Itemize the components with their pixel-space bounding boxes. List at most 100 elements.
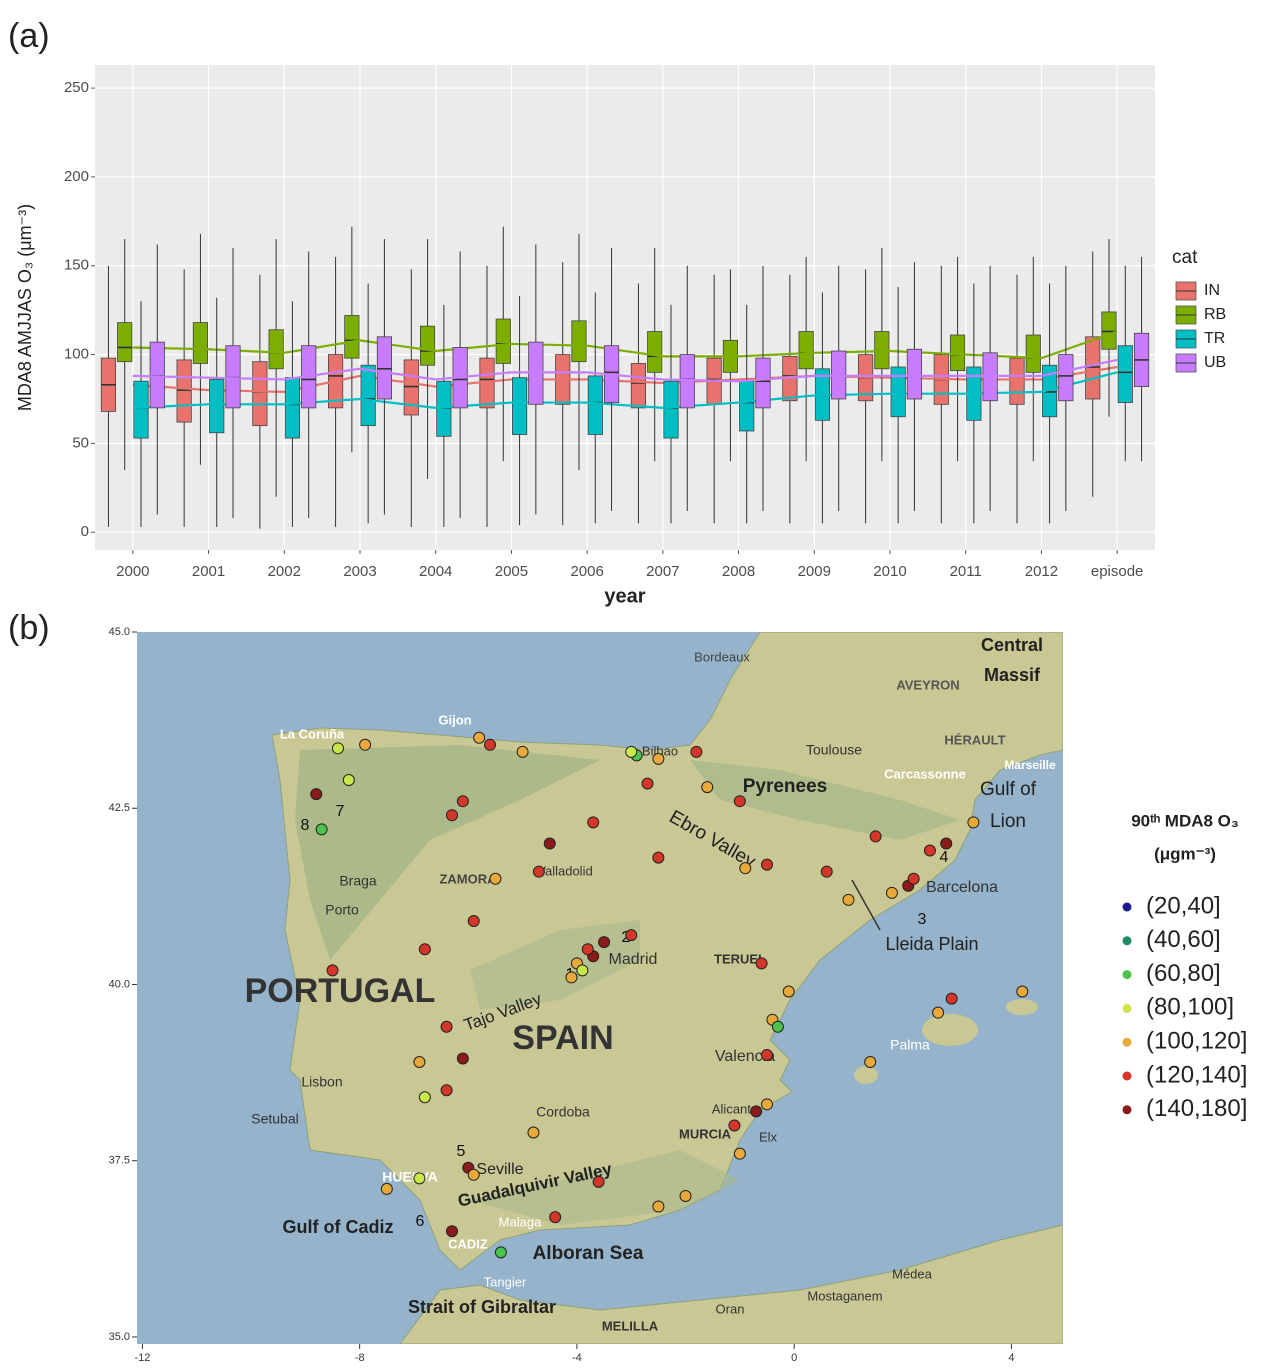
map-label: Cordoba: [536, 1104, 590, 1120]
map-label: 7: [336, 803, 345, 820]
station: [680, 1190, 691, 1201]
map-label: 4: [940, 849, 949, 866]
legend-subtitle: (μgm⁻³): [1154, 844, 1216, 863]
map-label: HUELVA: [382, 1169, 437, 1185]
map-label: PORTUGAL: [245, 972, 436, 1010]
map-label: Barcelona: [926, 879, 998, 896]
station: [762, 859, 773, 870]
map-label: Elx: [759, 1129, 778, 1144]
y-axis-title: MDA8 AMJJAS O₃ (μm⁻³): [15, 204, 35, 411]
map-label: SPAIN: [512, 1019, 613, 1057]
map-label: Seville: [476, 1161, 523, 1178]
station: [756, 958, 767, 969]
station: [1017, 986, 1028, 997]
map-label: MELILLA: [602, 1318, 659, 1333]
station: [642, 778, 653, 789]
station: [762, 1049, 773, 1060]
legend-label: (140,180]: [1146, 1095, 1247, 1122]
map-label: Carcassonne: [884, 766, 966, 781]
legend-label: UB: [1204, 354, 1226, 371]
station: [441, 1021, 452, 1032]
y-tick-label: 250: [64, 79, 89, 96]
box: [1102, 312, 1116, 349]
box: [907, 349, 921, 399]
station: [740, 863, 751, 874]
y-tick-label: 150: [64, 257, 89, 274]
station: [517, 746, 528, 757]
box: [1086, 337, 1100, 399]
box: [1059, 355, 1073, 401]
legend-label: TR: [1204, 330, 1225, 347]
station: [599, 937, 610, 948]
panel-label: (a): [8, 17, 50, 55]
station: [729, 1120, 740, 1131]
station: [495, 1247, 506, 1258]
box: [1026, 335, 1040, 372]
x-tick-label: 2004: [419, 563, 452, 580]
station: [908, 873, 919, 884]
legend-title: 90ᵗʰ MDA8 O₃: [1131, 811, 1239, 830]
x-axis-title: year: [604, 585, 645, 607]
y-tick-label: 35.0: [109, 1331, 130, 1343]
station: [751, 1106, 762, 1117]
y-tick-label: 0: [81, 523, 89, 540]
station: [843, 894, 854, 905]
box: [134, 381, 148, 438]
legend-label: (60,80]: [1146, 960, 1221, 987]
station: [946, 993, 957, 1004]
station: [360, 739, 371, 750]
island: [1006, 999, 1038, 1015]
y-tick-label: 45.0: [109, 626, 130, 638]
station: [924, 845, 935, 856]
map-label: Malaga: [499, 1214, 542, 1229]
x-tick-label: 2001: [192, 563, 225, 580]
map-label: Massif: [984, 665, 1041, 685]
box: [740, 381, 754, 431]
map-label: Toulouse: [806, 742, 862, 758]
map-label: Gijon: [438, 712, 471, 727]
x-tick-label: 2007: [646, 563, 679, 580]
station: [474, 732, 485, 743]
map-label: Porto: [325, 902, 359, 918]
legend-label: (100,120]: [1146, 1028, 1247, 1055]
station: [550, 1212, 561, 1223]
station: [582, 944, 593, 955]
map-label: Pyrenees: [743, 776, 828, 797]
box: [404, 360, 418, 415]
box: [756, 358, 770, 408]
station: [457, 1053, 468, 1064]
station: [626, 930, 637, 941]
map-label: Alboran Sea: [533, 1243, 644, 1264]
station: [316, 824, 327, 835]
box: [420, 326, 434, 365]
box: [226, 346, 240, 408]
map-label: Lion: [990, 811, 1026, 832]
box: [253, 362, 267, 426]
x-tick-label: 2000: [116, 563, 149, 580]
x-tick-label: 0: [791, 1352, 797, 1364]
panel-label: (b): [8, 609, 50, 647]
map-label: Marseille: [1004, 758, 1056, 772]
x-tick-label: -12: [134, 1352, 150, 1364]
legend-label: RB: [1204, 306, 1226, 323]
box: [118, 323, 132, 362]
box: [361, 365, 375, 425]
x-tick-label: 2010: [873, 563, 906, 580]
legend-label: (120,140]: [1146, 1061, 1247, 1088]
map-label: CADIZ: [448, 1236, 488, 1251]
box: [664, 381, 678, 438]
legend-label: (80,100]: [1146, 994, 1234, 1021]
station: [865, 1057, 876, 1068]
station: [691, 746, 702, 757]
station: [593, 1176, 604, 1187]
x-tick-label: 2005: [495, 563, 528, 580]
y-tick-label: 42.5: [109, 802, 130, 814]
legend-key: [1123, 1072, 1132, 1081]
map-label: Lisbon: [301, 1074, 342, 1090]
station: [419, 944, 430, 955]
map-label: ZAMORA: [439, 871, 497, 886]
station: [870, 831, 881, 842]
y-tick-label: 200: [64, 168, 89, 185]
box: [193, 323, 207, 364]
x-tick-label: 2006: [570, 563, 603, 580]
